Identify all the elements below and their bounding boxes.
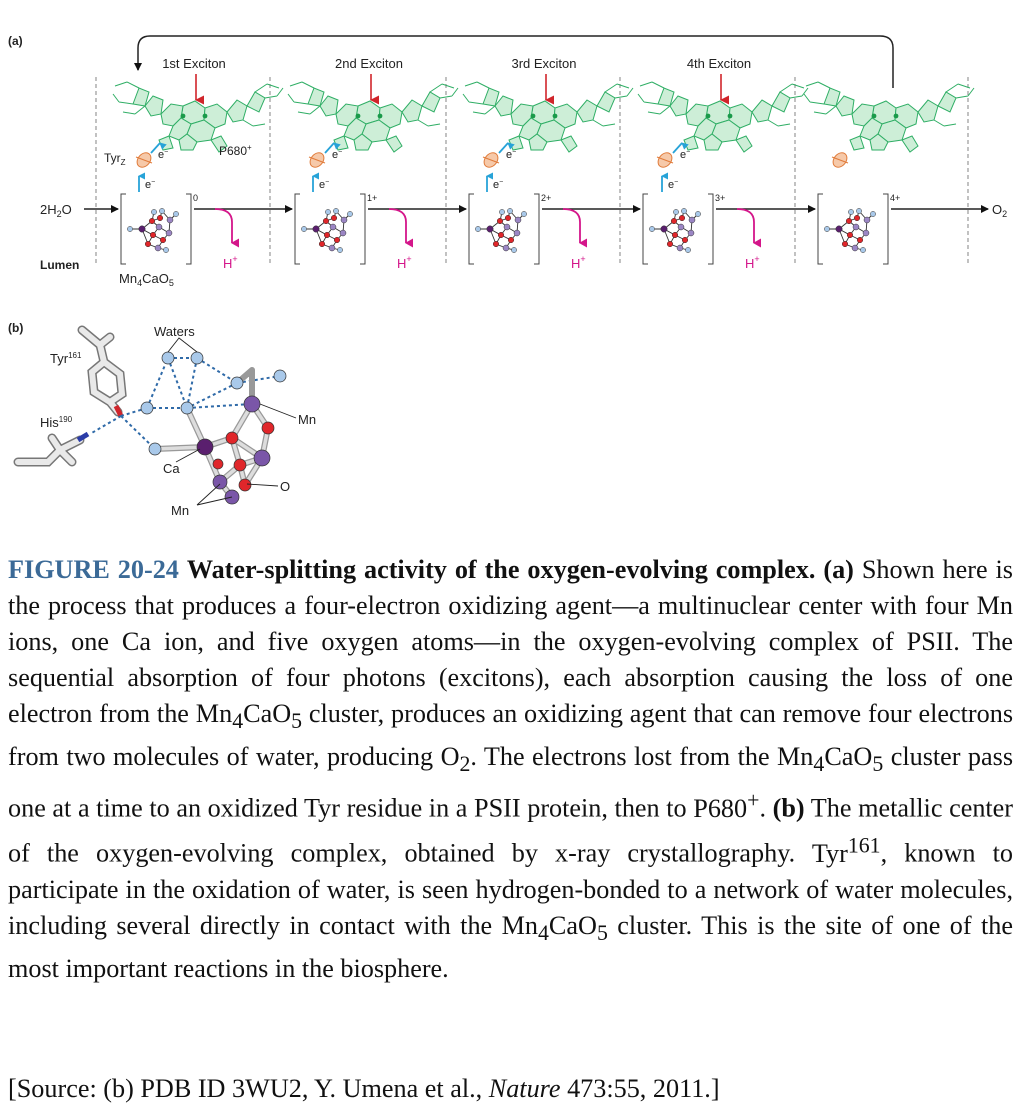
mn4cao5-cluster-s3: [648, 207, 702, 254]
electron-label-a3: e−: [506, 149, 516, 161]
caption-text-8: cluster. This is the site of one of the …: [8, 910, 1013, 984]
crystal-structure: [13, 325, 297, 506]
cluster-formula-1: Mn4CaO5: [195, 699, 303, 734]
state-brackets: [120, 193, 889, 265]
cluster-formula-3: Mn4CaO5: [501, 910, 608, 946]
o-label: O: [280, 479, 290, 494]
tyr-z-residue-1: [133, 149, 155, 171]
source-suffix: 473:55, 2011.]: [567, 1074, 720, 1103]
caption-part-a-marker: (a): [823, 555, 854, 584]
exciton-label-3: 3rd Exciton: [511, 56, 576, 71]
tyr161-formula: Tyr161: [811, 833, 881, 868]
electron-arrows-cluster: [138, 172, 668, 192]
mn4cao5-cluster-s4: [823, 207, 877, 254]
caption-text-4: cluster pass one at a time to an oxidize…: [8, 742, 1014, 824]
exciton-label-1: 1st Exciton: [162, 56, 226, 71]
electron-label-b3: e−: [493, 179, 503, 191]
cycle-return-arrow: [134, 35, 894, 88]
caption-text-6: The metallic center of the oxygen-evolvi…: [8, 794, 1014, 868]
tyr-z-label: TyrZ: [104, 151, 126, 167]
mn-label-upper: Mn: [298, 412, 316, 427]
state-s1: 1+: [367, 193, 377, 203]
ca-label: Ca: [163, 461, 180, 476]
mn4cao5-cluster-s1: [300, 207, 354, 254]
electron-label-a1: e−: [158, 149, 168, 161]
p680-chlorophyll-1: [112, 81, 284, 153]
source-citation: [Source: (b) PDB ID 3WU2, Y. Umena et al…: [8, 1071, 1013, 1107]
state-s3: 3+: [715, 193, 725, 203]
lumen-label: Lumen: [40, 258, 79, 272]
panel-a-label: (a): [8, 34, 23, 48]
proton-label-3: H+: [571, 254, 586, 271]
proton-arrows: [214, 208, 761, 248]
cluster-formula-label: Mn4CaO5: [119, 271, 174, 288]
electron-label-b4: e−: [668, 179, 678, 191]
water-reactant: 2H2O: [40, 202, 72, 219]
figure-title: Water-splitting activity of the oxygen-e…: [186, 555, 816, 584]
state-s4: 4+: [890, 193, 900, 203]
state-s2: 2+: [541, 193, 551, 203]
oxygen-product: O2: [992, 202, 1007, 219]
figure-svg: (a) 1st Exciton 2nd Exciton 3rd Exciton …: [8, 34, 1007, 518]
state-s0: 0: [193, 193, 198, 203]
electron-label-b2: e−: [319, 179, 329, 191]
stage-separators: [95, 77, 969, 264]
caption-text-5: .: [759, 794, 766, 824]
p680-chlorophyll-4: [637, 81, 809, 153]
caption-text-3: . The electrons lost from the: [470, 742, 770, 772]
cluster-formula-2: Mn4CaO5: [777, 742, 884, 777]
his190-label: His190: [40, 415, 73, 430]
p680-chlorophyll-3: [462, 81, 634, 153]
proton-label-1: H+: [223, 254, 238, 271]
p680-chlorophyll-5: [803, 81, 975, 153]
p680-label: P680+: [219, 143, 252, 158]
electron-label-a4: e−: [680, 149, 690, 161]
electron-label-b1: e−: [145, 179, 155, 191]
mn4cao5-cluster-s2: [474, 207, 528, 254]
tyr-z-residue-4: [654, 149, 676, 171]
oxygen-formula: O2: [440, 742, 471, 777]
tyr-z-residue-5: [829, 149, 851, 171]
figure-panel: (a) 1st Exciton 2nd Exciton 3rd Exciton …: [0, 0, 1022, 530]
caption-text-1: Shown here is the process that produces …: [8, 555, 1013, 728]
figure-number: FIGURE 20-24: [8, 555, 179, 584]
electron-label-a2: e−: [332, 149, 342, 161]
exciton-label-4: 4th Exciton: [687, 56, 751, 71]
source-journal: Nature: [488, 1074, 561, 1103]
tyr161-label: Tyr161: [50, 351, 82, 366]
proton-label-2: H+: [397, 254, 412, 271]
caption-text-2: cluster, produces an oxidizing agent tha…: [8, 699, 1014, 772]
p680-chlorophyll-2: [287, 81, 459, 153]
tyr-z-residue-2: [306, 149, 328, 171]
figure-caption: FIGURE 20-24 Water-splitting activity of…: [8, 552, 1013, 987]
caption-text-7: , known to participate in the oxidation …: [8, 838, 1014, 940]
waters-label: Waters: [154, 324, 195, 339]
source-prefix: [Source: (b) PDB ID 3WU2, Y. Umena et al…: [8, 1074, 483, 1103]
panel-b-label: (b): [8, 321, 23, 335]
caption-part-b-marker: (b): [772, 794, 805, 824]
mn4cao5-cluster-s0: [126, 207, 180, 254]
proton-label-4: H+: [745, 254, 760, 271]
exciton-arrows: [195, 74, 729, 105]
p680-formula: P680+: [693, 788, 760, 824]
electron-arrows-tyr: [150, 142, 689, 154]
tyr-z-residue-3: [480, 149, 502, 171]
mn-label-lower: Mn: [171, 503, 189, 518]
exciton-label-2: 2nd Exciton: [335, 56, 403, 71]
